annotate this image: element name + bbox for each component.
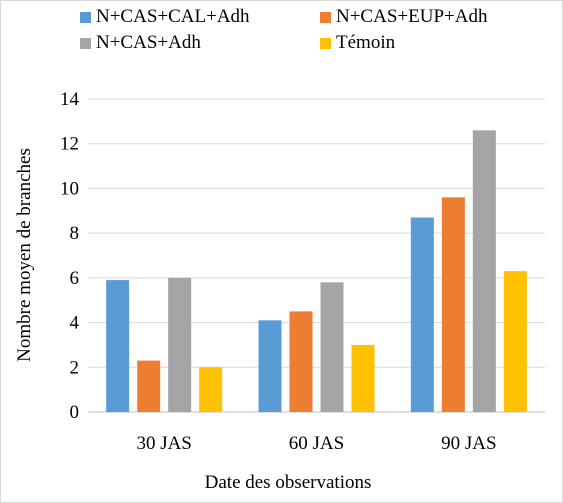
legend-swatch [80,37,91,49]
bar [472,130,496,413]
x-tick-label: 60 JAS [289,433,344,454]
bar [441,197,465,412]
y-tick-label: 6 [70,268,80,289]
y-tick-label: 0 [70,402,80,423]
bar [320,282,344,412]
x-tick-label: 90 JAS [441,433,496,454]
legend-swatch [320,11,331,23]
legend-item: N+CAS+Adh [80,32,201,54]
y-tick-label: 14 [60,89,80,110]
legend-item: N+CAS+CAL+Adh [80,6,250,28]
bar [351,344,375,412]
bar [168,277,192,412]
bar [258,320,282,412]
legend-label: N+CAS+CAL+Adh [96,6,250,27]
bar [137,360,161,412]
y-tick-label: 8 [70,223,80,244]
legend-label: N+CAS+EUP+Adh [336,6,488,27]
bar [503,271,527,412]
bar [410,217,434,412]
y-tick-label: 12 [60,134,79,155]
legend-swatch [320,37,331,49]
y-tick-label: 10 [60,178,79,199]
y-tick-label: 4 [70,313,80,334]
y-tick-label: 2 [70,357,80,378]
x-tick-label: 30 JAS [136,433,191,454]
bar [106,280,130,412]
legend-label: Témoin [336,32,396,53]
x-axis-label: Date des observations [204,472,372,493]
y-axis-label: Nombre moyen de branches [14,148,35,362]
legend-swatch [80,11,91,23]
legend: N+CAS+CAL+Adh N+CAS+EUP+Adh N+CAS+Adh Té… [80,6,550,66]
legend-item: Témoin [320,32,395,54]
bar [199,367,223,412]
legend-item: N+CAS+EUP+Adh [320,6,487,28]
legend-label: N+CAS+Adh [96,32,201,53]
bar [289,311,313,412]
